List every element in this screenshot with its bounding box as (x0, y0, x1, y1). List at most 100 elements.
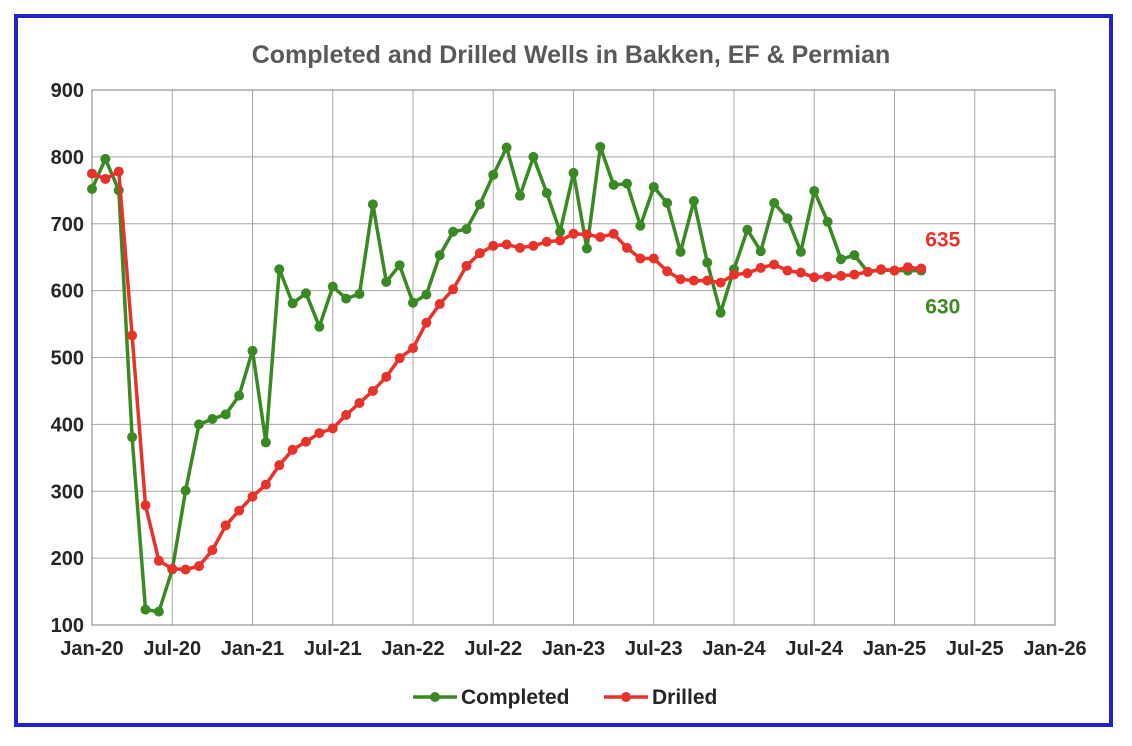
data-point-drilled (782, 265, 793, 276)
data-point-completed (849, 250, 860, 261)
data-point-completed (234, 390, 245, 401)
data-point-completed (100, 153, 111, 164)
data-point-drilled (595, 232, 606, 243)
data-point-completed (568, 167, 579, 178)
data-point-completed (742, 224, 753, 235)
data-point-completed (448, 226, 459, 237)
data-point-drilled (822, 271, 833, 282)
legend-item-drilled: Drilled (604, 686, 717, 709)
data-point-drilled (394, 353, 405, 364)
data-point-drilled (260, 479, 271, 490)
x-tick-label: Jan-26 (1023, 638, 1086, 660)
data-point-completed (87, 183, 97, 194)
x-tick-label: Jul-24 (785, 638, 844, 660)
x-tick-label: Jan-25 (863, 638, 926, 660)
data-point-completed (153, 606, 164, 617)
data-point-drilled (180, 564, 191, 575)
chart-title: Completed and Drilled Wells in Bakken, E… (252, 41, 891, 69)
data-point-completed (541, 187, 552, 198)
data-point-completed (782, 213, 793, 224)
gridlines (91, 89, 1056, 626)
y-tick-label: 400 (51, 414, 84, 436)
data-point-drilled (555, 235, 566, 246)
data-point-drilled (354, 397, 365, 408)
data-point-completed (180, 485, 191, 496)
data-point-drilled (515, 242, 525, 253)
data-point-drilled (849, 269, 860, 280)
data-point-drilled (688, 275, 699, 286)
data-point-drilled (528, 240, 539, 251)
data-point-drilled (662, 266, 673, 277)
data-point-completed (207, 414, 218, 425)
data-point-completed (662, 198, 673, 209)
chart-canvas: Completed and Drilled Wells in Bakken, E… (51, 41, 1087, 709)
data-point-completed (595, 141, 606, 152)
legend-label: Drilled (652, 686, 717, 709)
data-point-drilled (367, 385, 378, 396)
data-point-completed (488, 169, 499, 180)
legend: Completed Drilled (413, 686, 717, 709)
plot-border (91, 89, 1056, 626)
data-point-completed (474, 199, 485, 210)
data-point-drilled (140, 500, 151, 511)
data-point-completed (688, 196, 699, 207)
data-point-drilled (474, 248, 485, 259)
data-point-completed (622, 178, 632, 189)
data-point-completed (635, 220, 646, 231)
data-point-drilled (876, 264, 887, 275)
series-layer (87, 141, 927, 617)
data-point-drilled (100, 173, 111, 184)
data-point-drilled (581, 229, 592, 240)
data-point-drilled (408, 343, 418, 354)
data-point-drilled (488, 240, 499, 251)
y-axis-ticks: 100 200 300 400 500 600 700 800 900 (51, 80, 84, 637)
x-tick-label: Jan-21 (221, 638, 284, 660)
x-tick-label: Jul-22 (464, 638, 522, 660)
data-point-completed (341, 293, 352, 304)
data-point-drilled (675, 274, 686, 285)
data-point-drilled (608, 228, 619, 239)
data-point-completed (327, 281, 338, 292)
data-point-drilled (194, 561, 204, 572)
data-point-completed (314, 321, 325, 332)
legend-label: Completed (461, 686, 570, 709)
data-point-completed (755, 246, 766, 257)
data-point-completed (194, 419, 204, 430)
data-point-completed (501, 142, 512, 153)
data-point-drilled (207, 545, 218, 556)
data-point-completed (274, 264, 285, 275)
y-tick-label: 600 (51, 281, 84, 303)
legend-swatch-marker (430, 692, 440, 702)
data-point-drilled (889, 265, 900, 276)
data-point-drilled (755, 262, 766, 273)
end-label-drilled: 635 (925, 229, 960, 252)
data-point-drilled (421, 317, 432, 328)
end-labels: 630 635 (925, 229, 960, 319)
data-point-completed (394, 260, 405, 271)
x-tick-label: Jul-25 (946, 638, 1004, 660)
data-point-drilled (167, 563, 178, 574)
data-point-drilled (153, 555, 164, 566)
data-point-drilled (862, 266, 873, 277)
x-tick-label: Jul-20 (143, 638, 201, 660)
end-label-completed: 630 (925, 296, 960, 319)
data-point-drilled (769, 259, 780, 270)
data-point-drilled (314, 428, 325, 439)
data-point-completed (127, 432, 138, 443)
y-tick-label: 500 (51, 348, 84, 370)
data-point-drilled (568, 228, 579, 239)
data-point-completed (702, 257, 713, 268)
data-point-drilled (287, 444, 298, 455)
data-point-completed (367, 199, 378, 210)
data-point-drilled (234, 505, 245, 516)
data-point-drilled (836, 270, 846, 281)
data-point-completed (836, 254, 846, 265)
data-point-drilled (702, 275, 713, 286)
data-point-completed (528, 151, 539, 162)
data-point-drilled (902, 262, 913, 273)
chart-frame: Completed and Drilled Wells in Bakken, E… (14, 14, 1113, 727)
data-point-completed (581, 243, 592, 254)
data-point-drilled (448, 284, 459, 295)
data-point-completed (287, 298, 298, 309)
data-point-completed (301, 288, 311, 299)
